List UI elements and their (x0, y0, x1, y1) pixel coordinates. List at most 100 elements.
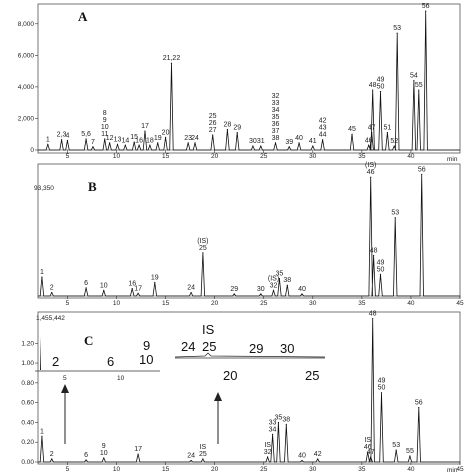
x-tick-label: 5 (66, 153, 70, 160)
panel-a-label: A (78, 9, 88, 24)
y-tick-label: 0.60 (21, 400, 34, 407)
peak-point (187, 142, 189, 144)
panel-c: 1,455,442 C min 5 10 15 20 25 30 35 40 450.000.2… (21, 311, 464, 474)
x-tick-label: 5 (66, 466, 70, 473)
peak-point (138, 144, 140, 146)
peak-point (103, 457, 105, 459)
inset-2-tick-20: 20 (223, 368, 237, 383)
peak-label: 1 (40, 269, 44, 276)
peak-point (421, 173, 423, 176)
peak-label: 30 (257, 286, 265, 293)
peak-point (277, 421, 280, 424)
x-tick-label: 10 (113, 153, 121, 160)
peak-point (41, 276, 43, 278)
peak-point (190, 459, 192, 462)
peak-point (312, 145, 314, 147)
peak-label: 18 (146, 137, 154, 144)
x-tick-label: 35 (358, 300, 366, 307)
peak-point (373, 254, 375, 257)
panel-c-frame (37, 311, 461, 465)
x-tick-label: 30 (309, 466, 317, 473)
peak-point (274, 142, 277, 144)
peak-point (260, 293, 262, 295)
peak-point (51, 292, 53, 294)
peak-point (202, 252, 204, 254)
peak-label: 10 (100, 283, 108, 290)
peak-point (267, 456, 269, 458)
peak-label: 49 50 (377, 259, 385, 273)
peak-point (51, 458, 53, 460)
peak-label: 31 (257, 138, 265, 145)
panel-a-frame (37, 3, 461, 154)
x-tick-label: 45 (456, 466, 464, 473)
peak-point (170, 62, 173, 64)
panel-b-label: B (88, 179, 97, 194)
peak-point (379, 273, 382, 276)
peak-point (372, 89, 374, 91)
y-tick-label: 0.80 (21, 380, 34, 387)
x-tick-label: 20 (211, 153, 219, 160)
inset-1-label-10: 10 (139, 352, 153, 367)
inset-1-label-9: 9 (143, 338, 150, 353)
x-tick-label: 35 (358, 466, 366, 473)
peak-label: 52 (390, 138, 398, 145)
peak-point (137, 292, 139, 294)
peak-label: 2 (50, 451, 54, 458)
panel-a-plot: 5 10 15 20 25 30 35 40 0 2,000 4,000 6,000 8,000 1 2,3… (18, 3, 460, 160)
peak-point (66, 139, 69, 142)
peak-point (212, 134, 214, 136)
x-tick-label: 25 (260, 466, 268, 473)
peak-label: 24 (187, 285, 195, 292)
peak-point (418, 89, 420, 91)
peak-label: 9 10 (100, 443, 108, 457)
peak-label: 30 (249, 138, 257, 145)
x-tick-label: 5 (66, 300, 70, 307)
peak-point (393, 145, 395, 147)
peak-label: 40 (298, 453, 306, 460)
peak-label: 39 (285, 139, 293, 146)
peak-point (109, 142, 111, 144)
peak-point (380, 392, 383, 394)
peak-point (285, 423, 287, 426)
peak-label: 13 (114, 136, 122, 143)
inset-2-tick-25: 25 (305, 368, 319, 383)
peak-label: 38 (282, 416, 290, 423)
peak-point (85, 287, 87, 289)
peak-label: 55 (415, 82, 423, 89)
y-tick-label: 1.20 (21, 340, 34, 347)
peak-label: 42 (314, 451, 322, 458)
peak-label: 15 (130, 134, 138, 141)
peak-label: 51 (383, 125, 391, 132)
peak-label: 8 9 10 11 (101, 110, 109, 138)
peak-label: 16 (135, 137, 143, 144)
peak-label: 29 (230, 286, 238, 293)
x-tick-label: 35 (358, 153, 366, 160)
peak-label: 6 (84, 452, 88, 459)
peak-label: 56 (418, 167, 426, 174)
peak-point (386, 132, 388, 134)
peak-point (104, 138, 106, 140)
peak-point (103, 290, 105, 292)
y-tick-label: 1.00 (21, 360, 34, 367)
peak-point (47, 143, 49, 146)
peak-point (298, 142, 300, 144)
y-tick-label: 0.40 (21, 419, 34, 426)
y-tick-label: 8,000 (18, 21, 35, 28)
peak-label: 53 (392, 442, 400, 449)
peak-point (92, 146, 94, 148)
panel-b-top-value: 93,350 (34, 185, 54, 192)
peak-point (190, 292, 192, 294)
peak-label: IS 32 (264, 442, 272, 456)
y-tick-label: 6,000 (18, 52, 35, 59)
peak-point (60, 139, 63, 141)
inset-1: 2 6 9 10 5 10 (35, 336, 160, 444)
peak-label: 35 (276, 270, 284, 277)
peak-label: 35 (275, 414, 283, 421)
peak-point (368, 144, 370, 146)
peak-label: 53 (391, 210, 399, 217)
peak-point (370, 176, 372, 178)
peak-point (301, 293, 303, 295)
peak-point (271, 433, 274, 435)
